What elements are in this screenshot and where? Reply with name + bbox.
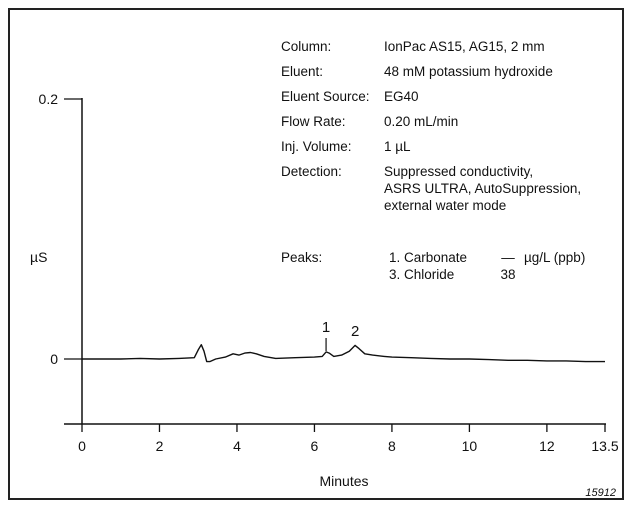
- peak-amount: —: [501, 250, 515, 265]
- condition-label: Eluent Source:: [281, 89, 370, 104]
- peaks-label: Peaks:: [281, 250, 322, 265]
- chromatogram-trace: [82, 344, 605, 363]
- peak-name: 3. Chloride: [389, 267, 454, 282]
- x-tick-label: 0: [78, 438, 86, 454]
- condition-value: 1 µL: [384, 139, 411, 154]
- condition-value: Suppressed conductivity,: [384, 164, 533, 179]
- x-tick-label: 4: [233, 438, 241, 454]
- condition-value: 0.20 mL/min: [384, 114, 458, 129]
- conditions-block: Column: IonPac AS15, AG15, 2 mm Eluent: 48 …: [281, 39, 581, 213]
- x-tick-label: 13.5: [591, 438, 618, 454]
- peak-amount: 38: [500, 267, 515, 282]
- figure-id: 15912: [585, 487, 616, 499]
- condition-value: external water mode: [384, 198, 506, 213]
- y-tick-label: 0.2: [39, 91, 59, 107]
- condition-label: Flow Rate:: [281, 114, 346, 129]
- condition-value: IonPac AS15, AG15, 2 mm: [384, 39, 545, 54]
- condition-value: EG40: [384, 89, 419, 104]
- condition-value: ASRS ULTRA, AutoSuppression,: [384, 181, 581, 196]
- x-tick-label: 8: [388, 438, 396, 454]
- x-ticks: 0 2 4 6 8 10 12 13.5: [78, 424, 619, 454]
- y-tick-label: 0: [50, 351, 58, 367]
- condition-label: Detection:: [281, 164, 342, 179]
- x-axis-title: Minutes: [319, 473, 368, 489]
- y-ticks: 00.2: [39, 91, 82, 367]
- condition-label: Eluent:: [281, 64, 323, 79]
- peak-name: 1. Carbonate: [389, 250, 467, 265]
- x-tick-label: 10: [462, 438, 478, 454]
- condition-label: Inj. Volume:: [281, 139, 352, 154]
- condition-value: 48 mM potassium hydroxide: [384, 64, 553, 79]
- y-axis-title: µS: [30, 249, 47, 265]
- peak-label: 1: [322, 319, 330, 336]
- peak-label: 2: [351, 323, 359, 340]
- x-tick-label: 12: [539, 438, 555, 454]
- condition-label: Column:: [281, 39, 331, 54]
- figure-frame: [8, 8, 624, 500]
- x-tick-label: 6: [311, 438, 319, 454]
- peak-unit: µg/L (ppb): [524, 250, 585, 265]
- x-tick-label: 2: [156, 438, 164, 454]
- peaks-table: Peaks: 1. Carbonate — µg/L (ppb) 3. Chloride…: [281, 250, 585, 282]
